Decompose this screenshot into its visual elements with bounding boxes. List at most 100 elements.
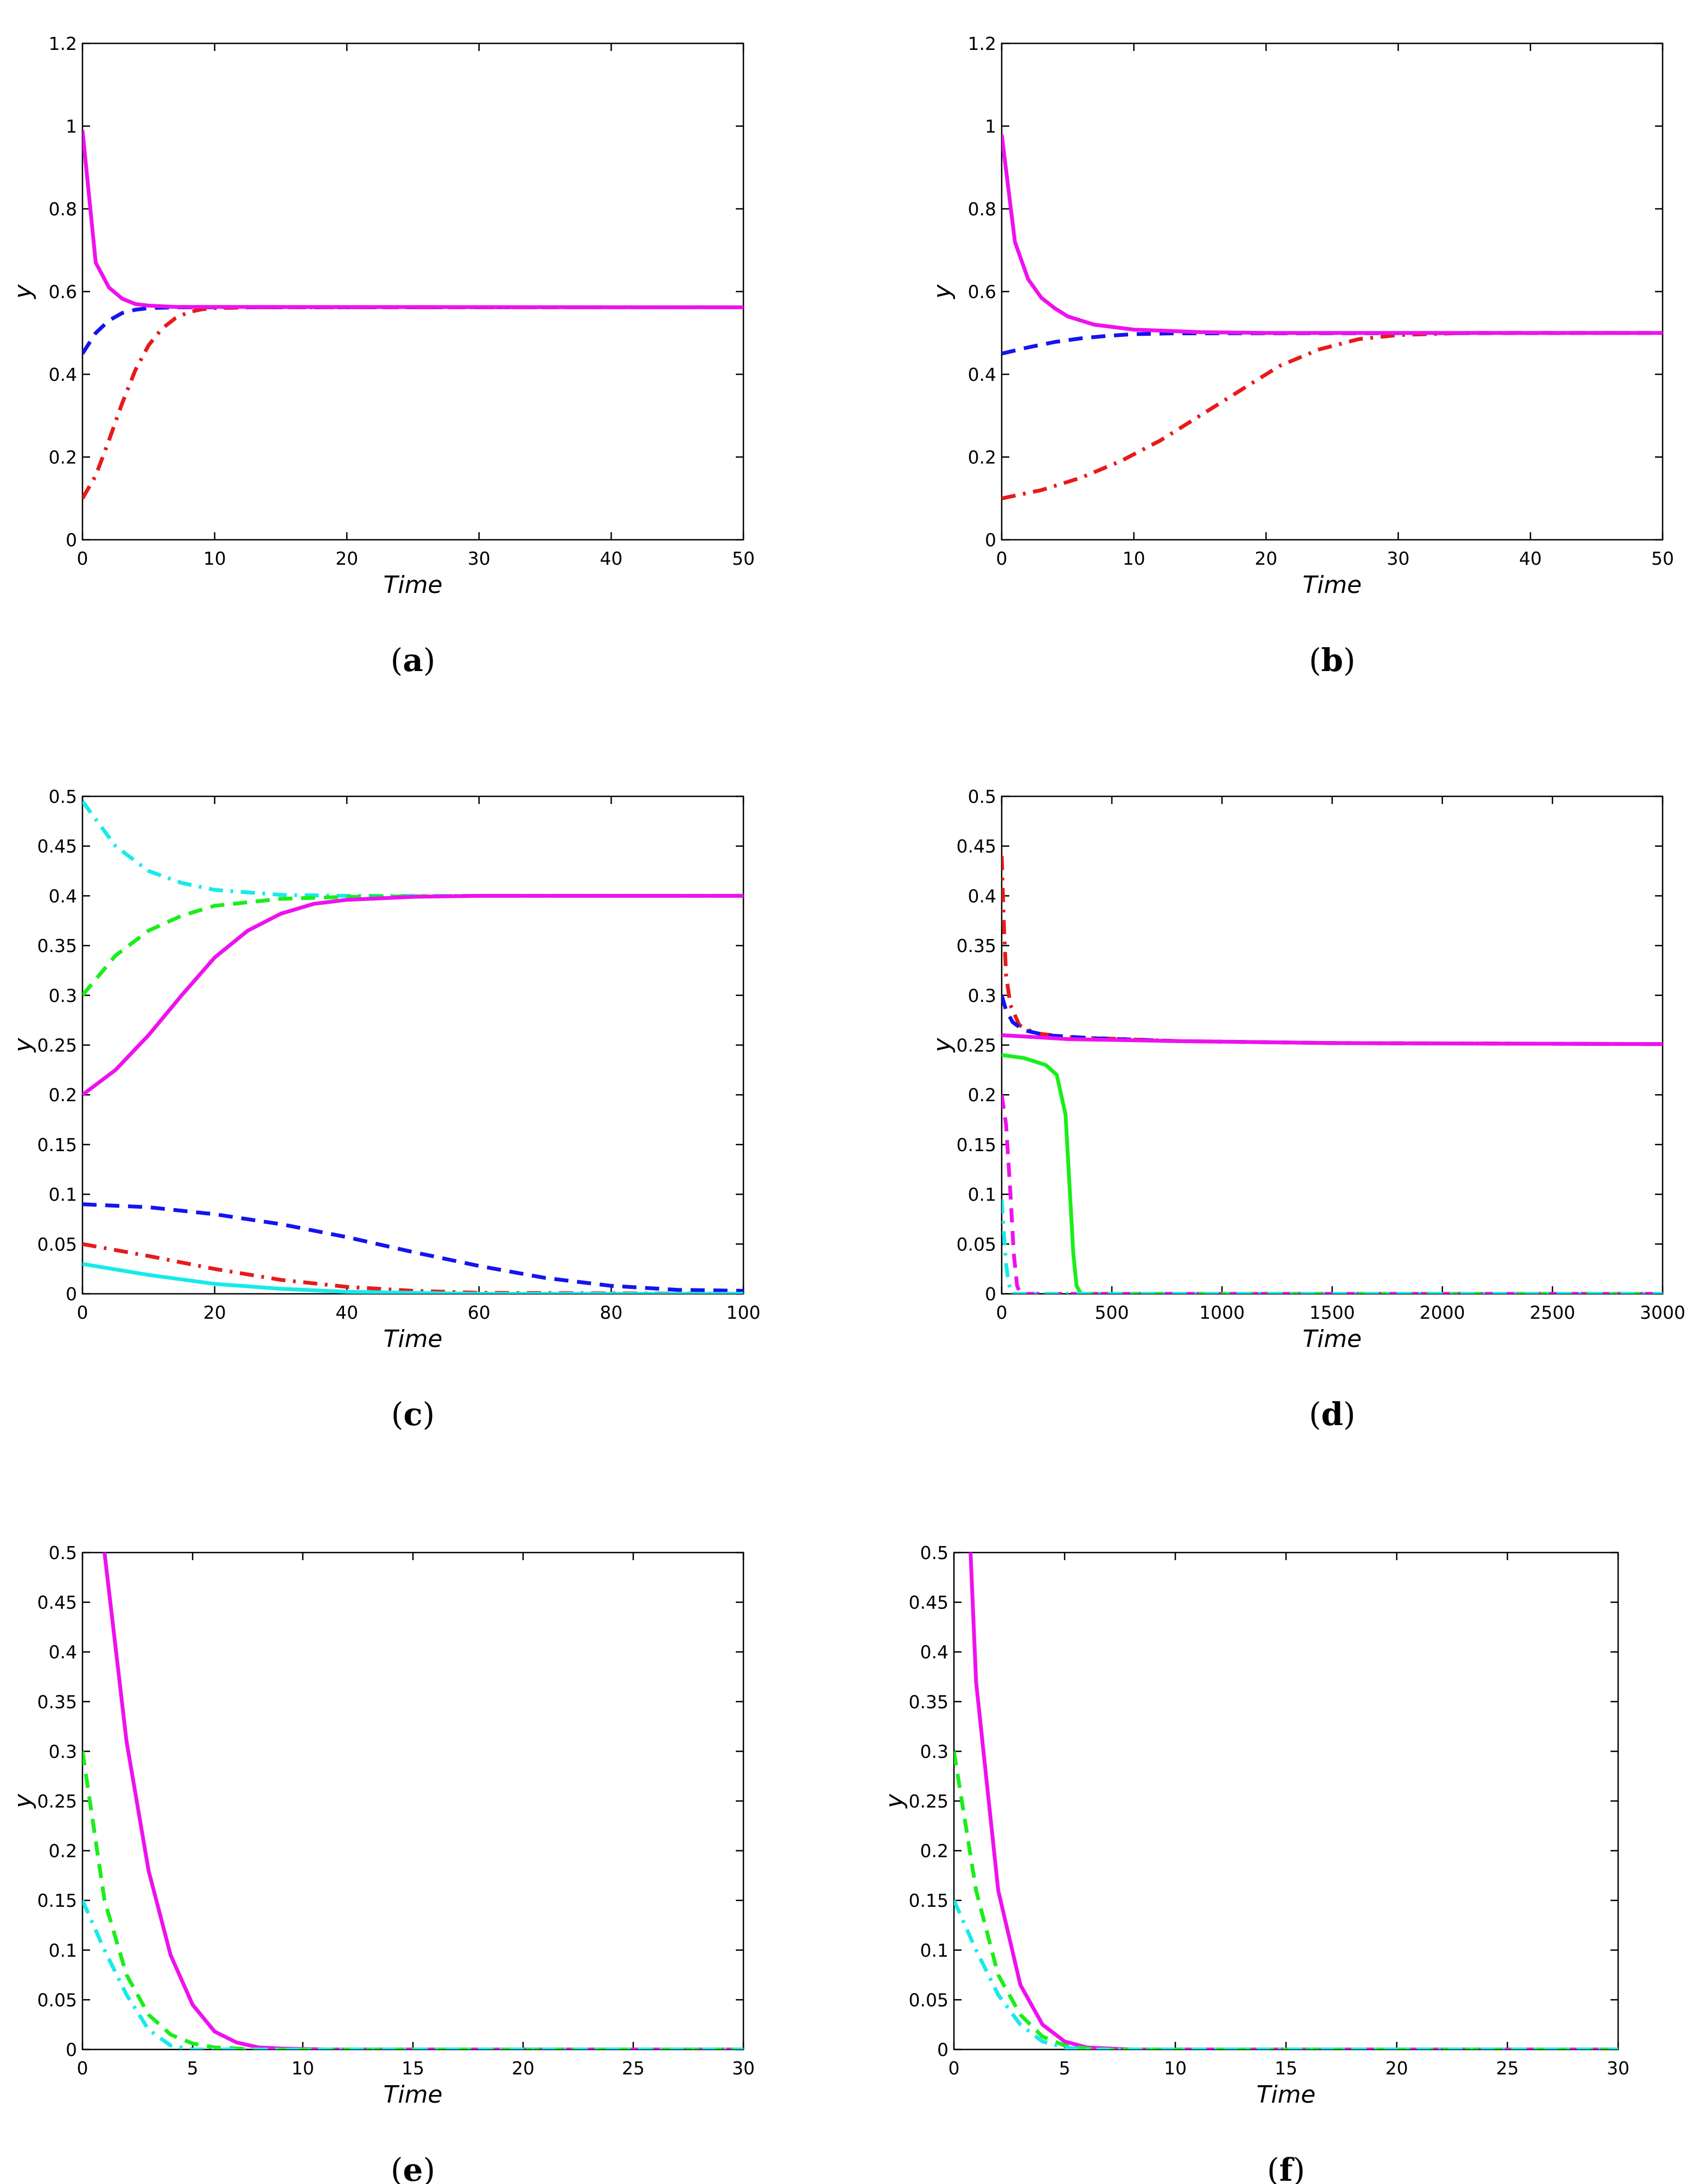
series-red-dashdot	[1002, 331, 1663, 501]
y-tick-label: 0.05	[957, 1234, 996, 1255]
series-green-dashed	[82, 1751, 743, 2049]
y-tick-label: 0.1	[968, 1184, 996, 1205]
x-axis-label: Time	[383, 2081, 442, 2109]
y-tick-label: 0.6	[968, 282, 996, 303]
x-tick-label: 1000	[1199, 1302, 1245, 1323]
y-tick-label: 1	[985, 116, 996, 137]
panel-caption: (b)	[1309, 642, 1355, 679]
y-tick-label: 0.35	[957, 935, 996, 956]
y-tick-label: 0	[66, 529, 77, 551]
y-tick-label: 0	[937, 2039, 949, 2060]
y-tick-label: 0.6	[49, 282, 77, 303]
y-tick-label: 0.25	[909, 1791, 949, 1812]
series-blue-dashed	[82, 1202, 743, 1293]
x-tick-label: 30	[1387, 548, 1410, 569]
panel-b: 0 10 20 30 40 50 0 0.2 0.4 0.6 0.8 1 1.2 Time y (b)	[928, 33, 1674, 679]
y-tick-label: 0.1	[49, 1940, 77, 1961]
y-tick-label: 0.2	[49, 447, 77, 468]
y-tick-label: 0.4	[49, 364, 77, 385]
series-red-dashdot	[1002, 855, 1663, 1046]
y-tick-label: 0.8	[968, 199, 996, 220]
y-axis-label: y	[9, 1038, 37, 1053]
y-tick-label: 0.35	[909, 1691, 949, 1713]
y-tick-label: 0	[985, 1283, 996, 1305]
y-tick-label: 0.15	[909, 1890, 949, 1911]
y-axis-label: y	[9, 284, 37, 300]
panel-c: 0 20 40 60 80 100 0 0.05 0.1 0.15 0.2 0.25 0.3 0.35 0.…	[9, 786, 761, 1433]
x-tick-label: 5	[187, 2058, 199, 2079]
plot-area	[82, 800, 743, 1294]
x-tick-label: 50	[1651, 548, 1674, 569]
x-tick-label: 20	[512, 2058, 534, 2079]
x-tick-label: 15	[1275, 2058, 1297, 2079]
x-tick-label: 30	[1607, 2058, 1630, 2079]
panel-caption: (e)	[391, 2151, 435, 2184]
y-tick-label: 0.5	[49, 1542, 77, 1563]
y-tick-label: 0.4	[920, 1642, 949, 1663]
x-axis-label: Time	[383, 571, 442, 599]
y-tick-label: 0.2	[968, 447, 996, 468]
y-tick-label: 0.5	[968, 786, 996, 807]
y-tick-label: 0.4	[968, 364, 996, 385]
x-tick-label: 50	[732, 548, 755, 569]
y-axis-label: y	[928, 284, 956, 300]
x-tick-label: 30	[468, 548, 491, 569]
y-tick-label: 0.15	[37, 1890, 77, 1911]
y-tick-label: 0.4	[968, 885, 996, 906]
x-tick-label: 15	[402, 2058, 424, 2079]
x-tick-label: 0	[77, 548, 88, 569]
series-green-solid	[1002, 1053, 1663, 1294]
y-tick-label: 0.1	[49, 1184, 77, 1205]
series-cyan-dashdot	[82, 800, 743, 898]
y-tick-label: 0	[985, 529, 996, 551]
plot-area	[82, 1553, 743, 2049]
y-tick-label: 0.3	[920, 1741, 949, 1762]
series-blue-dashed	[82, 305, 743, 355]
series-magenta-solid	[969, 1553, 1618, 2049]
x-tick-label: 500	[1095, 1302, 1129, 1323]
axes-frame	[1001, 42, 1664, 541]
series-green-dashed	[82, 893, 743, 997]
series-red-dashdot	[82, 305, 743, 500]
y-tick-label: 0.5	[49, 786, 77, 807]
x-tick-label: 40	[335, 1302, 358, 1323]
x-tick-label: 0	[996, 1302, 1008, 1323]
plot-area	[954, 1553, 1618, 2049]
panel-d: 0 500 1000 1500 2000 2500 3000 0 0.05 0.1 0.15 0.2 0…	[928, 786, 1685, 1433]
y-tick-label: 0.05	[909, 1989, 949, 2010]
y-axis-label: y	[928, 1038, 956, 1053]
y-tick-label: 0.4	[49, 885, 77, 906]
x-axis-label: Time	[1256, 2081, 1315, 2109]
y-tick-label: 0.25	[37, 1035, 77, 1056]
y-tick-label: 0.25	[957, 1035, 996, 1056]
y-tick-label: 0.35	[37, 1691, 77, 1713]
y-tick-label: 0	[66, 2039, 77, 2060]
axes-frame	[81, 42, 744, 541]
x-tick-label: 10	[291, 2058, 314, 2079]
y-tick-label: 0.45	[37, 1592, 77, 1613]
series-magenta-solid	[103, 1553, 743, 2049]
x-tick-label: 10	[203, 548, 226, 569]
y-tick-label: 0.2	[920, 1841, 949, 1862]
x-tick-label: 5	[1059, 2058, 1071, 2079]
series-blue-dashed	[1002, 994, 1663, 1046]
series-cyan-dashdot	[954, 1899, 1618, 2049]
y-tick-label: 0.05	[37, 1989, 77, 2010]
x-tick-label: 20	[1255, 548, 1277, 569]
y-tick-label: 0.2	[49, 1841, 77, 1862]
x-tick-label: 80	[600, 1302, 622, 1323]
series-magenta-dashed	[1002, 1094, 1663, 1294]
y-tick-label: 0.5	[920, 1542, 949, 1563]
x-tick-label: 2000	[1420, 1302, 1465, 1323]
x-tick-label: 30	[732, 2058, 755, 2079]
x-tick-label: 60	[468, 1302, 491, 1323]
y-tick-label: 1.2	[49, 33, 77, 54]
y-tick-label: 0.45	[37, 836, 77, 857]
panel-e: 0 5 10 15 20 25 30 0 0.05 0.1 0.15 0.2 0.25 0.3 0.35 0.…	[9, 1542, 755, 2184]
axes-frame	[81, 1551, 744, 2051]
x-tick-label: 20	[1385, 2058, 1408, 2079]
y-tick-label: 0.2	[49, 1084, 77, 1106]
x-tick-label: 3000	[1640, 1302, 1685, 1323]
x-tick-label: 20	[203, 1302, 226, 1323]
x-tick-label: 2500	[1530, 1302, 1575, 1323]
